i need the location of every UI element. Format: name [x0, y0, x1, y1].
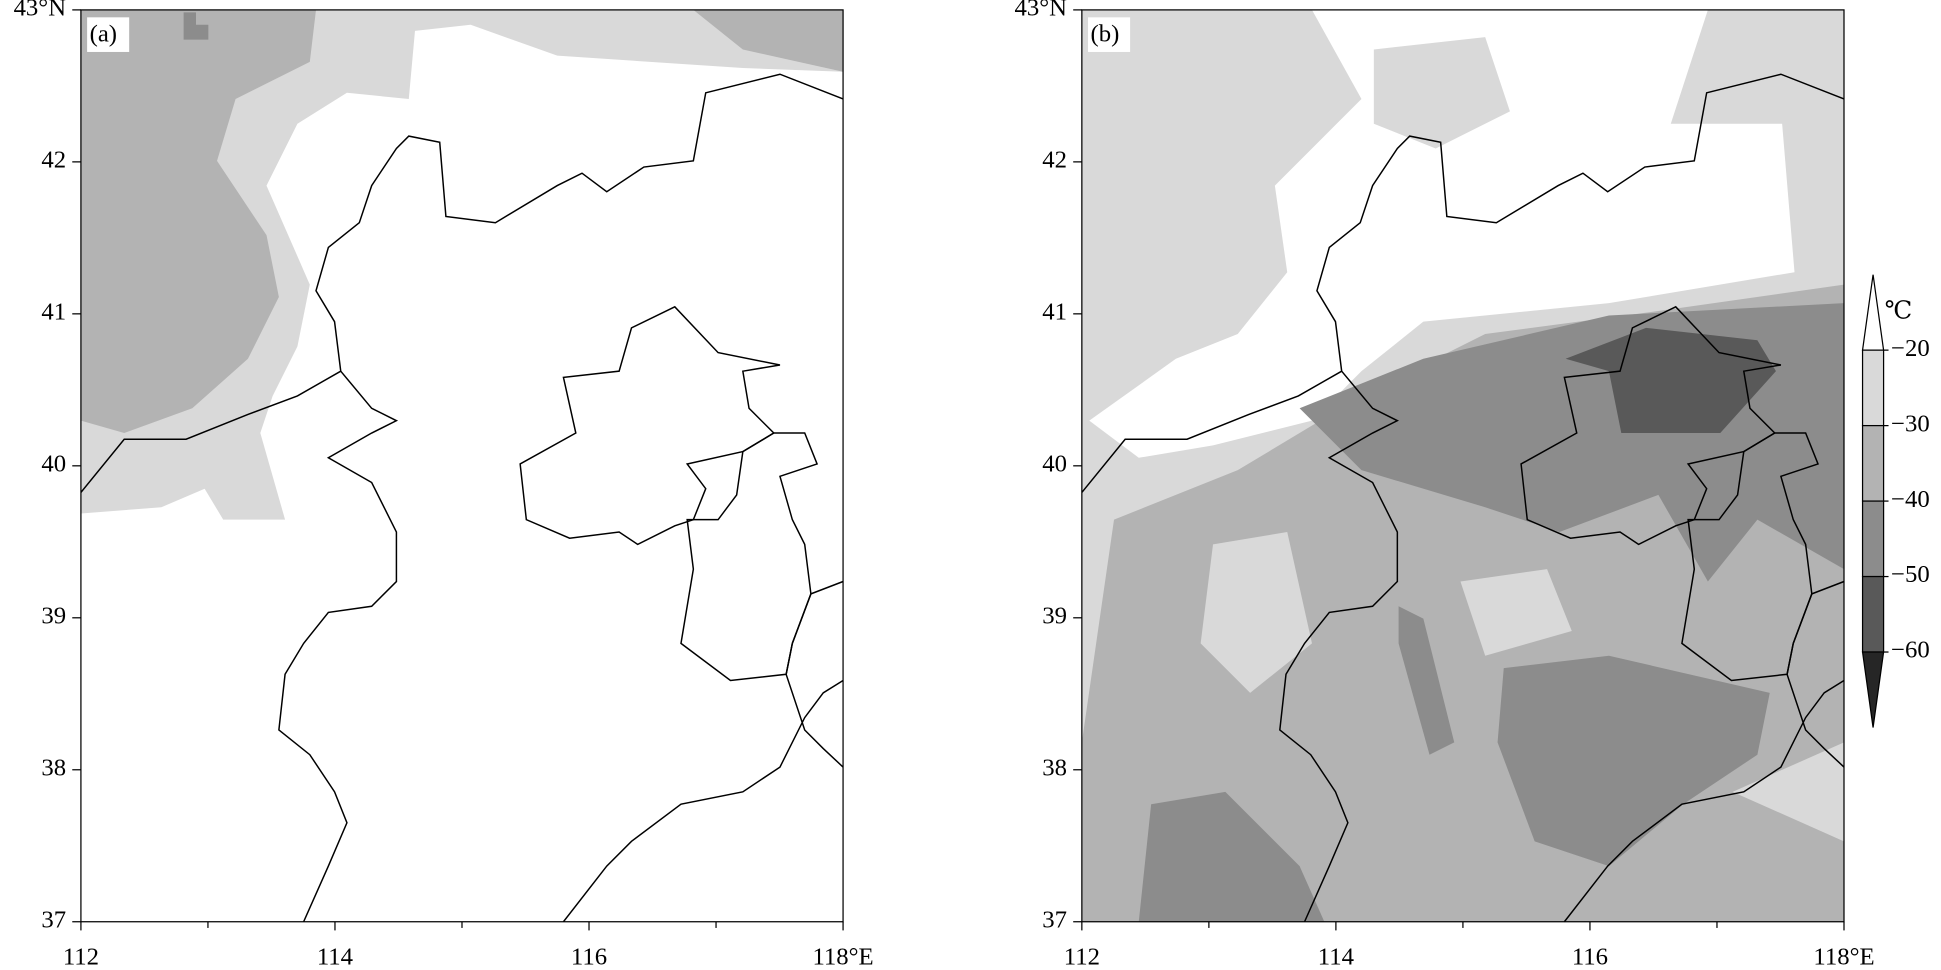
y-tick-label: 43°N	[14, 0, 67, 22]
x-tick-label: 114	[1318, 944, 1354, 970]
y-tick-label: 43°N	[1015, 0, 1068, 22]
x-tick-label: 118°E	[812, 944, 873, 970]
colorbar-box	[1861, 575, 1885, 653]
shade	[1460, 569, 1572, 656]
y-tick-label: 39	[1042, 602, 1067, 629]
shade	[1200, 532, 1312, 693]
y-tick-label: 41	[1042, 299, 1067, 326]
y-tick-label: 37	[41, 906, 66, 933]
y-tick-label: 42	[41, 147, 66, 174]
panel-label: (a)	[90, 21, 117, 48]
colorbar-box	[1861, 424, 1885, 502]
x-tick-label: 116	[1572, 944, 1608, 970]
colorbar-label: −60	[1891, 637, 1930, 664]
colorbar-label: −20	[1891, 335, 1930, 362]
colorbar-box	[1861, 349, 1885, 427]
y-tick-label: 37	[1042, 906, 1067, 933]
x-tick-label: 118°E	[1813, 944, 1874, 970]
shade	[1138, 791, 1325, 922]
y-tick-label: 40	[41, 450, 66, 477]
shade	[1373, 37, 1510, 149]
shade	[693, 9, 844, 72]
colorbar-label: −50	[1891, 561, 1930, 588]
x-tick-label: 116	[571, 944, 607, 970]
x-tick-label: 112	[63, 944, 99, 970]
shade	[183, 12, 209, 40]
label-box	[1088, 17, 1131, 52]
y-tick-label: 38	[1042, 754, 1067, 781]
y-tick-label: 38	[41, 754, 66, 781]
y-tick-label: 40	[1042, 450, 1067, 477]
colorbar-label: −40	[1891, 486, 1930, 513]
colorbar-box	[1861, 500, 1885, 578]
shade	[1089, 9, 1795, 458]
x-tick-label: 114	[317, 944, 353, 970]
panel-a-field	[80, 9, 844, 922]
y-tick-label: 42	[1042, 147, 1067, 174]
x-tick-label: 112	[1064, 944, 1100, 970]
shade	[1398, 606, 1455, 755]
panel-label: (b)	[1091, 21, 1120, 48]
colorbar-unit: ℃	[1885, 298, 1913, 325]
colorbar-triangle	[1861, 651, 1885, 728]
shade	[80, 9, 844, 520]
colorbar-triangle	[1861, 274, 1885, 351]
y-tick-label: 39	[41, 602, 66, 629]
shade	[80, 9, 316, 434]
colorbar-label: −30	[1891, 410, 1930, 437]
panel-b-field	[1081, 9, 1844, 922]
shade	[1497, 655, 1770, 867]
label-box	[87, 17, 130, 52]
y-tick-label: 41	[41, 299, 66, 326]
